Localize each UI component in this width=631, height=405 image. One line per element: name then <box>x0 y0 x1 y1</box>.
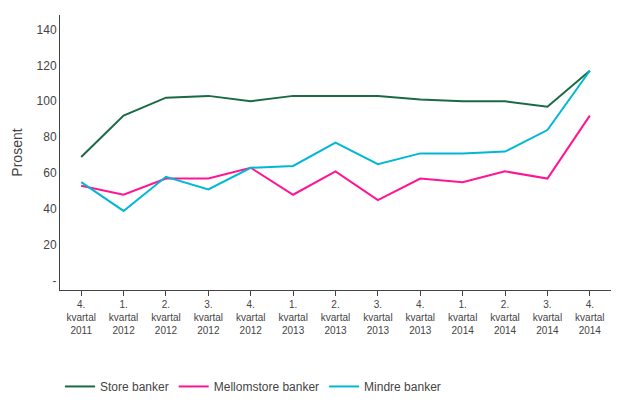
svg-text:40: 40 <box>43 202 57 216</box>
svg-text:100: 100 <box>37 94 57 108</box>
svg-text:4.kvartal2012: 4.kvartal2012 <box>236 299 265 336</box>
svg-text:120: 120 <box>37 59 57 73</box>
svg-text:2.kvartal2013: 2.kvartal2013 <box>321 299 350 336</box>
svg-text:4.kvartal2013: 4.kvartal2013 <box>406 299 435 336</box>
svg-text:3.kvartal2012: 3.kvartal2012 <box>194 299 223 336</box>
svg-text:Store banker: Store banker <box>100 380 169 394</box>
svg-text:1.kvartal2013: 1.kvartal2013 <box>278 299 307 336</box>
svg-text:Mellomstore banker: Mellomstore banker <box>214 380 319 394</box>
svg-text:1.kvartal2014: 1.kvartal2014 <box>448 299 477 336</box>
svg-text:2.kvartal2014: 2.kvartal2014 <box>490 299 519 336</box>
svg-text:4.kvartal2011: 4.kvartal2011 <box>66 299 95 336</box>
svg-text:Prosent: Prosent <box>9 128 25 176</box>
svg-text:Mindre banker: Mindre banker <box>364 380 441 394</box>
svg-text:1.kvartal2012: 1.kvartal2012 <box>109 299 138 336</box>
svg-text:20: 20 <box>43 238 57 252</box>
svg-text:3.kvartal2014: 3.kvartal2014 <box>533 299 562 336</box>
svg-text:4.kvartal2014: 4.kvartal2014 <box>575 299 604 336</box>
svg-text:2.kvartal2012: 2.kvartal2012 <box>151 299 180 336</box>
svg-text:140: 140 <box>37 23 57 37</box>
svg-text:60: 60 <box>43 166 57 180</box>
svg-text:-: - <box>53 274 57 288</box>
svg-text:80: 80 <box>43 130 57 144</box>
svg-text:3.kvartal2013: 3.kvartal2013 <box>363 299 392 336</box>
